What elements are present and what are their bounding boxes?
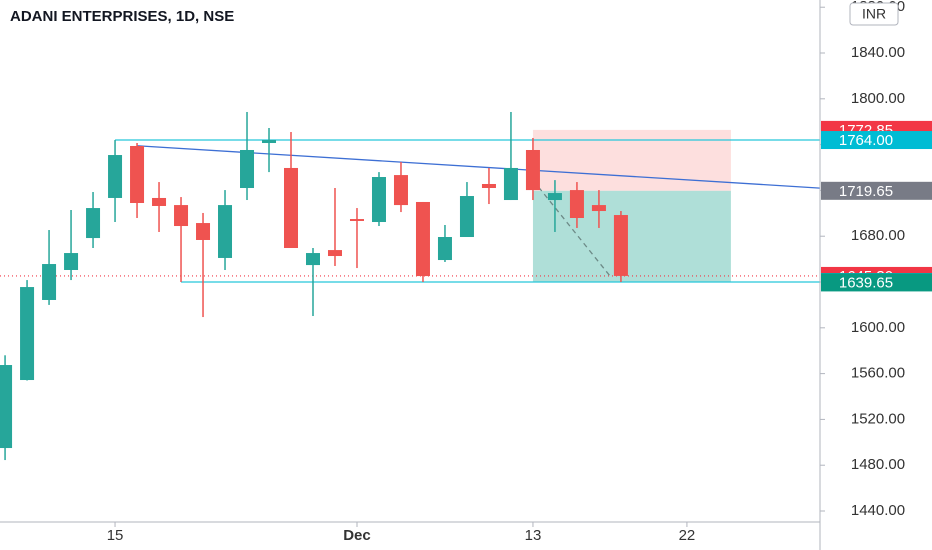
candle-body [547, 193, 562, 201]
candle-body [130, 145, 145, 204]
projection-line [532, 179, 611, 277]
y-tick-label: 1680.00 [851, 227, 905, 244]
x-tick-label: 15 [107, 527, 124, 544]
candle-body [305, 253, 320, 266]
y-tick-label: 1840.00 [851, 44, 905, 61]
candle-body [327, 250, 342, 257]
y-tick-label: 1560.00 [851, 365, 905, 382]
candle-body [218, 205, 233, 258]
price-label: 1719.65 [839, 183, 893, 200]
candle-body [196, 223, 211, 240]
candle-body [415, 201, 430, 277]
candle-body [591, 205, 606, 212]
candle-body [349, 219, 364, 221]
candle-body [0, 365, 13, 449]
candle-body [481, 183, 496, 189]
candle-body [42, 264, 57, 300]
candle-body [64, 253, 79, 270]
candle-body [174, 205, 189, 227]
candle-body [613, 215, 628, 276]
y-tick-label: 1600.00 [851, 319, 905, 336]
price-label-box [821, 273, 932, 292]
candle-body [262, 140, 277, 144]
chart-title: ADANI ENTERPRISES, 1D, NSE [10, 8, 234, 25]
currency-box [849, 2, 899, 26]
candle-body [108, 155, 123, 198]
price-label-box [821, 131, 932, 150]
price-label: 1764.00 [839, 132, 893, 149]
candle-body [371, 177, 386, 223]
x-tick-label: Dec [343, 527, 371, 544]
candle-body [459, 196, 474, 238]
stop-zone [532, 129, 731, 191]
candle-body [86, 208, 101, 239]
candle-body [284, 167, 299, 249]
candle-body [569, 190, 584, 219]
target-zone [532, 190, 731, 283]
candle-body [503, 167, 518, 201]
price-label: 1639.65 [839, 274, 893, 291]
candle-body [437, 237, 452, 261]
currency: INR [862, 6, 886, 22]
candle-body [525, 149, 540, 191]
candle-body [393, 175, 408, 206]
y-tick-label: 1480.00 [851, 456, 905, 473]
candle-body [240, 149, 255, 189]
candle-body [152, 197, 167, 206]
y-tick-label: 1800.00 [851, 90, 905, 107]
price-label-box [821, 181, 932, 200]
candle-body [20, 287, 35, 381]
y-tick-label: 1520.00 [851, 410, 905, 427]
x-tick-label: 13 [525, 527, 542, 544]
y-tick-label: 1440.00 [851, 502, 905, 519]
x-tick-label: 22 [679, 527, 696, 544]
